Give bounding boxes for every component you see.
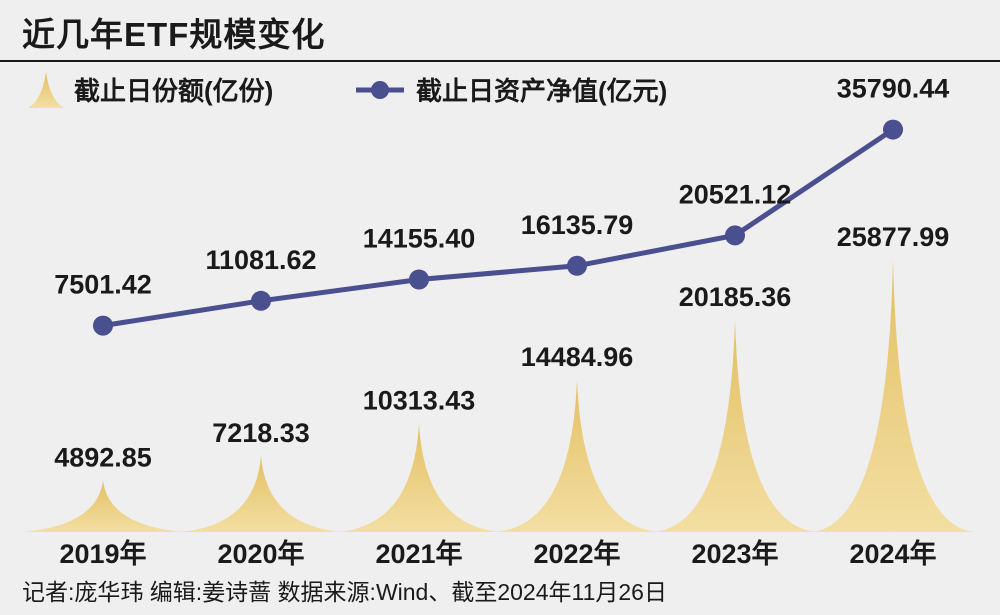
- net-assets-line: [102, 127, 895, 329]
- shares-spike: [653, 319, 817, 532]
- net-assets-point: [409, 269, 429, 290]
- net-assets-point: [251, 290, 271, 311]
- category-label: 2019年: [59, 538, 146, 569]
- shares-spike: [337, 423, 501, 532]
- shares-value-label: 10313.43: [363, 386, 476, 416]
- footer-credits: 记者:庞华玮 编辑:姜诗蔷 数据来源:Wind、截至2024年11月26日: [22, 579, 667, 605]
- net-assets-point: [725, 225, 745, 246]
- net-assets-value-label: 7501.42: [54, 270, 152, 300]
- shares-value-label: 25877.99: [837, 222, 950, 252]
- legend-spike-swatch: [28, 72, 64, 108]
- net-assets-point: [93, 315, 113, 336]
- shares-value-label: 4892.85: [54, 443, 152, 473]
- legend-label-net-assets: 截止日资产净值(亿元): [416, 76, 667, 106]
- net-assets-value-label: 16135.79: [521, 210, 634, 240]
- category-label: 2022年: [533, 538, 620, 569]
- net-assets-value-label: 14155.40: [363, 224, 476, 254]
- legend-label-shares: 截止日份额(亿份): [74, 76, 273, 106]
- shares-spike: [21, 480, 185, 532]
- legend-line-marker: [371, 81, 389, 99]
- category-label: 2024年: [849, 538, 936, 569]
- etf-chart: 截止日份额(亿份) 截止日资产净值(亿元) 4892.85 7218.33 1031…: [21, 72, 975, 569]
- category-label: 2021年: [375, 538, 462, 569]
- category-label: 2023年: [691, 538, 778, 569]
- shares-spike: [495, 379, 659, 532]
- net-assets-point: [883, 119, 903, 140]
- shares-value-label: 7218.33: [212, 418, 310, 448]
- shares-value-label: 14484.96: [521, 342, 634, 372]
- shares-value-label: 20185.36: [679, 282, 792, 312]
- net-assets-point: [567, 255, 587, 276]
- net-assets-value-label: 20521.12: [679, 179, 792, 209]
- title-divider: [0, 60, 1000, 62]
- legend: 截止日份额(亿份) 截止日资产净值(亿元): [28, 72, 667, 108]
- shares-spike: [179, 456, 343, 532]
- net-assets-value-label: 35790.44: [837, 74, 950, 104]
- net-assets-value-label: 11081.62: [205, 245, 316, 275]
- category-label: 2020年: [217, 538, 304, 569]
- chart-title: 近几年ETF规模变化: [22, 16, 326, 53]
- shares-spike: [811, 260, 975, 532]
